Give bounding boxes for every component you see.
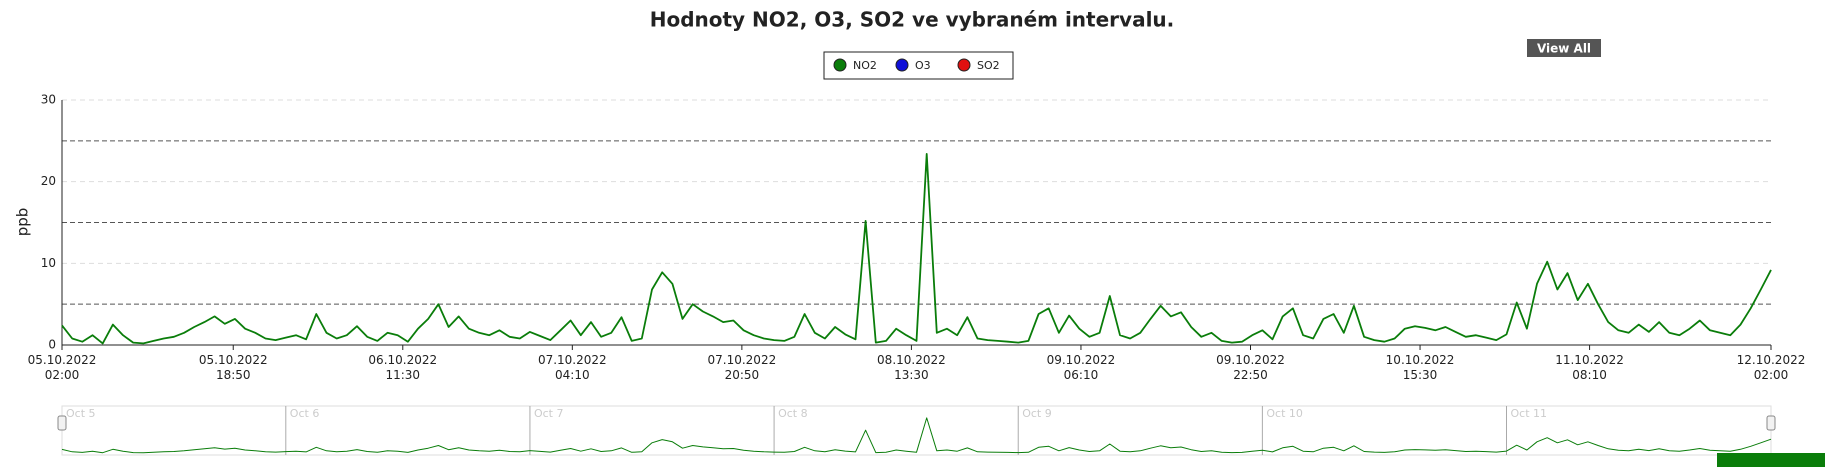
y-tick-label: 30 [41,93,56,107]
credits-badge [1717,453,1825,467]
legend-box [823,51,1014,80]
button-label[interactable]: View All [1537,42,1591,56]
navigator-frame [61,405,1772,456]
x-tick-label: 12.10.2022 02:00 [1737,353,1806,382]
x-tick-label: 09.10.2022 06:10 [1047,353,1116,382]
x-tick-label: 06.10.2022 11:30 [368,353,437,382]
legend[interactable]: NO2 O3 SO2 [833,58,1000,72]
x-tick-label: 05.10.2022 18:50 [199,353,268,382]
navigator-line [61,417,1772,454]
x-tick-label: 05.10.2022 02:00 [28,353,97,382]
legend-marker[interactable] [895,58,909,72]
legend-marker[interactable] [957,58,971,72]
x-tick-label: 07.10.2022 20:50 [708,353,777,382]
chart-title: Hodnoty NO2, O3, SO2 ve vybraném interva… [650,8,1175,32]
legend-label[interactable]: O3 [915,59,931,72]
navigator-label: Oct 6 [290,407,320,420]
navigator-label: Oct 11 [1511,407,1548,420]
x-tick-label: 11.10.2022 08:10 [1555,353,1624,382]
navigator-label: Oct 9 [1022,407,1052,420]
series-line [61,153,1772,345]
navigator-label: Oct 5 [66,407,96,420]
y-tick-label: 0 [48,338,56,352]
y-tick-label: 20 [41,174,56,188]
x-tick-label: 09.10.2022 22:50 [1216,353,1285,382]
view-all-button[interactable]: View All [1527,39,1601,57]
x-tick-label: 10.10.2022 15:30 [1386,353,1455,382]
legend-marker[interactable] [833,58,847,72]
legend-label[interactable]: SO2 [977,59,1000,72]
y-axis-title: ppb [14,208,32,237]
navigator-handle[interactable] [57,415,67,431]
navigator-handle[interactable] [1766,415,1776,431]
x-tick-label: 08.10.2022 13:30 [877,353,946,382]
navigator-label: Oct 8 [778,407,808,420]
button-bg[interactable] [1527,39,1601,57]
x-tick-label: 07.10.2022 04:10 [538,353,607,382]
legend-label[interactable]: NO2 [853,59,877,72]
navigator-label: Oct 10 [1266,407,1303,420]
navigator-label: Oct 7 [534,407,564,420]
y-tick-label: 10 [41,256,56,270]
